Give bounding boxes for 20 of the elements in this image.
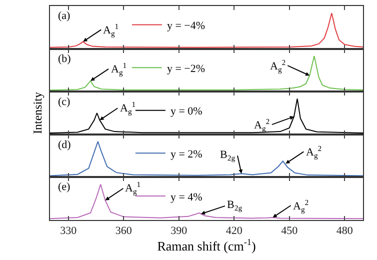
annotation: (e) [58, 181, 71, 193]
annotation: (a) [58, 10, 71, 22]
legend-label: y = −4% [166, 20, 206, 32]
legend-label: y = 2% [170, 148, 202, 160]
x-tick-label: 420 [226, 225, 243, 238]
x-tick-label: 390 [170, 225, 188, 238]
annotation: (c) [58, 96, 71, 108]
legend-label: y = 4% [170, 191, 202, 204]
x-tick-label: 360 [115, 225, 132, 238]
x-axis-title: Raman shift (cm$^{-1}$) [157, 237, 256, 254]
annotation: B$_{2g}$ [227, 199, 242, 212]
legend-label: y = −2% [166, 62, 206, 75]
annotation: (d) [58, 139, 72, 151]
x-tick-label: 450 [281, 225, 298, 238]
annotation: B$_{2g}$ [220, 149, 236, 162]
annotation: (b) [58, 53, 72, 65]
x-tick-label: 330 [60, 225, 78, 238]
legend-label: y = 0% [170, 106, 202, 118]
y-axis-title: Intensity [30, 92, 44, 134]
x-tick-label: 480 [336, 225, 354, 238]
